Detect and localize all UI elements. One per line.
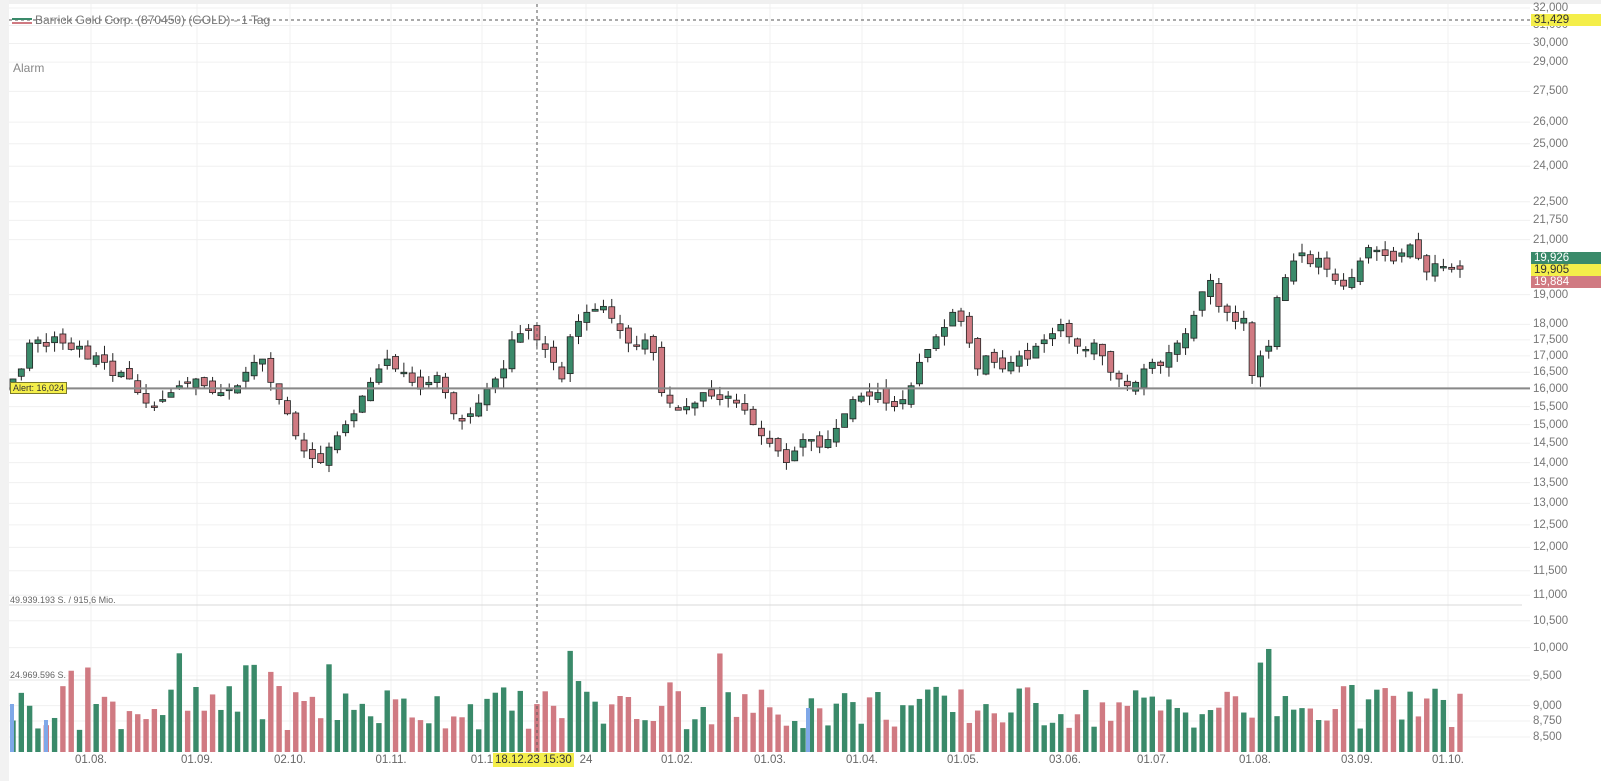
x-tick-label: 01.08. [1239, 754, 1271, 766]
x-tick-label: 01.07. [1137, 754, 1169, 766]
high-price-tag: 19,926 [1531, 252, 1601, 264]
y-tick-label: 13,500 [1533, 476, 1569, 489]
y-tick-label: 21,750 [1533, 214, 1569, 227]
y-tick-label: 16,500 [1533, 366, 1569, 379]
y-tick-label: 30,000 [1533, 37, 1569, 50]
alert-tag[interactable]: Alert: 16,024 [10, 382, 68, 394]
y-tick-label: 27,500 [1533, 85, 1569, 98]
left-toolbar-strip [0, 0, 9, 781]
x-tick-label: 01.11. [375, 754, 407, 766]
y-tick-label: 26,000 [1533, 116, 1569, 129]
y-tick-label: 17,000 [1533, 349, 1569, 362]
y-tick-label: 16,000 [1533, 383, 1569, 396]
x-tick-label: 01.05. [947, 754, 979, 766]
low-price-tag: 19,884 [1531, 276, 1601, 288]
y-tick-label: 21,000 [1533, 233, 1569, 246]
volume-mid-label: 24.969.596 S. [10, 670, 67, 680]
x-tick-label: 01.09. [181, 754, 213, 766]
y-tick-label: 9,000 [1533, 699, 1562, 712]
y-tick-label: 10,000 [1533, 641, 1569, 654]
y-tick-label: 19,000 [1533, 288, 1569, 301]
instrument-title: Barrick Gold Corp. (870450) (GOLD) - 1 T… [35, 13, 271, 27]
y-tick-label: 18,000 [1533, 318, 1569, 331]
x-tick-label: 01.03. [754, 754, 786, 766]
y-tick-label: 22,500 [1533, 195, 1569, 208]
volume-max-label: 49.939.193 S. / 915,6 Mio. [10, 595, 116, 605]
alarm-label[interactable]: Alarm [13, 61, 45, 75]
x-tick-label: 01.10. [1432, 754, 1464, 766]
y-tick-label: 24,000 [1533, 160, 1569, 173]
candles [9, 232, 1464, 473]
y-tick-label: 11,000 [1533, 589, 1568, 602]
x-tick-label: 01.08. [75, 754, 107, 766]
chart-title: Barrick Gold Corp. (870450) (GOLD) - 1 T… [12, 13, 270, 27]
x-tick-label: 01.04. [846, 754, 878, 766]
x-tick-label: 01.1 [470, 754, 494, 766]
y-tick-label: 17,500 [1533, 333, 1569, 346]
crosshair-price-tag: 31,429 [1531, 14, 1601, 26]
y-tick-label: 29,000 [1533, 56, 1569, 69]
y-tick-label: 15,500 [1533, 400, 1569, 413]
y-tick-label: 8,750 [1533, 715, 1562, 728]
volume-bars [10, 648, 1463, 752]
y-tick-label: 12,500 [1533, 518, 1569, 531]
last-price-tag: 19,905 [1531, 264, 1601, 276]
x-tick-label: 03.06. [1049, 754, 1081, 766]
y-tick-label: 14,500 [1533, 437, 1569, 450]
y-tick-label: 11,500 [1533, 564, 1568, 577]
y-tick-label: 32,000 [1533, 2, 1569, 14]
y-tick-label: 9,500 [1533, 669, 1562, 682]
y-tick-label: 12,000 [1533, 541, 1569, 554]
x-tick-label: 01.02. [661, 754, 693, 766]
x-tick-label: 02.10. [274, 754, 306, 766]
x-tick-label: 24 [579, 754, 593, 766]
y-tick-label: 10,500 [1533, 614, 1569, 627]
y-tick-label: 13,000 [1533, 497, 1569, 510]
candle-legend-icon [12, 17, 32, 25]
y-tick-label: 14,000 [1533, 456, 1569, 469]
x-tick-label: 03.09. [1341, 754, 1373, 766]
top-strip [0, 0, 1601, 4]
crosshair-date-tag: 18.12.23 15:30 [493, 753, 574, 767]
y-tick-label: 25,000 [1533, 137, 1569, 150]
y-tick-label: 8,500 [1533, 731, 1562, 743]
y-tick-label: 15,000 [1533, 418, 1569, 431]
